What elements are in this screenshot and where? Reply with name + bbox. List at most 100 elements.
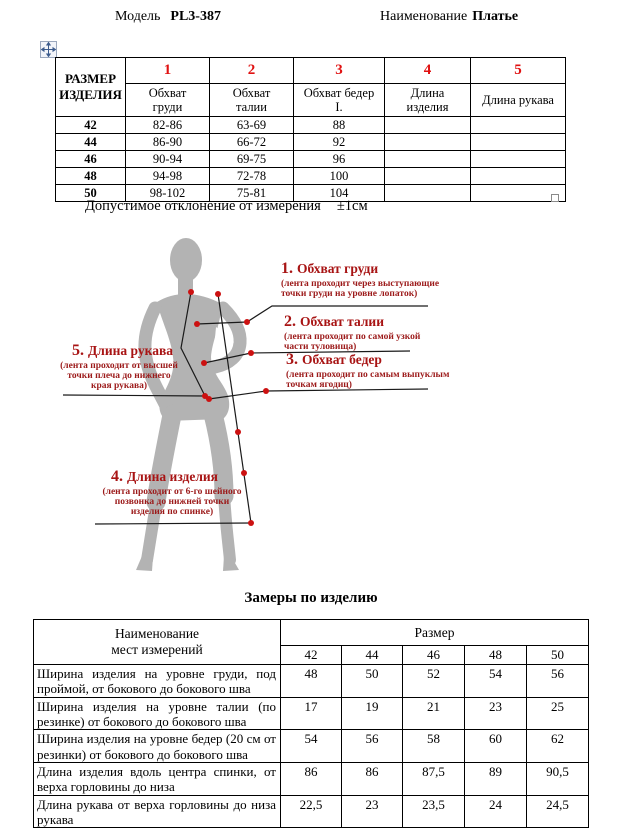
- female-silhouette: [136, 238, 247, 571]
- table-row: 42 82-86 63-69 88: [55, 116, 566, 134]
- size-table-number-row: РАЗМЕР ИЗДЕЛИЯ 1 2 3 4 5: [55, 57, 566, 117]
- annotation-title: Обхват груди: [297, 261, 379, 276]
- cell: 92: [293, 133, 385, 151]
- size-value: 44: [55, 133, 126, 151]
- table-row: 48 94-98 72-78 100: [55, 167, 566, 185]
- annotation-description: (лента проходит по самым выпуклым точкам…: [286, 370, 450, 391]
- cell: [384, 184, 471, 202]
- model-field: Модель PL3-387: [115, 9, 221, 25]
- size-table: РАЗМЕР ИЗДЕЛИЯ 1 2 3 4 5 Обхват груди Обхв…: [55, 57, 566, 202]
- cell: [470, 116, 566, 134]
- column-number: 1: [125, 57, 210, 84]
- item-name-field: Наименование Платье: [380, 9, 518, 25]
- cell: 54: [280, 729, 342, 763]
- table-row: 50 98-102 75-81 104: [55, 184, 566, 202]
- annotation-number: 5.: [72, 342, 84, 359]
- model-value: PL3-387: [170, 9, 221, 24]
- measurement-dots: [188, 289, 269, 526]
- cell: 94-98: [125, 167, 210, 185]
- annotation-description: (лента проходит от 6-го шейного позвонка…: [102, 487, 242, 518]
- measurement-name: Длина рукава от верха горловины до низа …: [33, 794, 281, 829]
- measurement-diagram: [62, 238, 429, 571]
- cell: 69-75: [209, 150, 294, 168]
- cell: 56: [526, 664, 589, 698]
- sleeve-annotation-line: [62, 394, 206, 397]
- size-header: 48: [464, 645, 527, 665]
- column-label: Обхват талии: [209, 83, 294, 117]
- move-arrows-icon: [40, 41, 57, 58]
- cell: 19: [341, 696, 403, 731]
- cell: 21: [402, 696, 465, 731]
- cell: 23,5: [402, 794, 465, 829]
- cell: 48: [280, 664, 342, 698]
- annotation-chest: 1. Обхват груди (лента проходит через выс…: [281, 260, 449, 299]
- annotation-sleeve-length: 5. Длина рукава (лента проходит от высшей…: [60, 342, 180, 391]
- table-row: Ширина изделия на уровне груди, под прой…: [33, 664, 589, 698]
- tolerance-text: Допустимое отклонение от измерения: [85, 198, 321, 214]
- hip-line: [208, 388, 429, 400]
- annotation-number: 2.: [284, 313, 296, 330]
- column-number: 5: [470, 57, 566, 84]
- measurements-table: Наименование мест измерений Размер 42 44 …: [33, 619, 589, 829]
- size-header: 42: [280, 645, 342, 665]
- tolerance-note: Допустимое отклонение от измерения ±1см: [85, 198, 368, 215]
- annotation-title: Обхват бедер: [302, 352, 382, 367]
- annotation-number: 3.: [286, 351, 298, 368]
- annotation-number: 4.: [111, 468, 123, 485]
- cell: 24,5: [526, 794, 589, 829]
- size-table-label-row: Обхват груди Обхват талии Обхват бедер I. Д…: [56, 83, 566, 117]
- table-move-handle[interactable]: [40, 41, 57, 58]
- cell: 82-86: [125, 116, 210, 134]
- length-line: [217, 293, 252, 524]
- cell: 17: [280, 696, 342, 731]
- cell: 23: [464, 696, 527, 731]
- size-value: 48: [55, 167, 126, 185]
- cell: 87,5: [402, 761, 465, 796]
- size-value: 46: [55, 150, 126, 168]
- size-value: 42: [55, 116, 126, 134]
- size-value: 50: [55, 184, 126, 202]
- cell: 86-90: [125, 133, 210, 151]
- cell: 90-94: [125, 150, 210, 168]
- measurement-name: Ширина изделия на уровне талии (по резин…: [33, 696, 281, 731]
- cell: [384, 116, 471, 134]
- annotation-title: Длина рукава: [88, 343, 173, 358]
- cell: 100: [293, 167, 385, 185]
- table-row: Ширина изделия на уровне талии (по резин…: [33, 696, 589, 731]
- column-label: Длина рукава: [470, 83, 566, 117]
- item-name-value: Платье: [472, 9, 519, 24]
- measurement-name: Длина изделия вдоль центра спинки, от ве…: [33, 761, 281, 796]
- column-number: 3: [293, 57, 385, 84]
- annotation-description: (лента проходит от высшей точки плеча до…: [60, 361, 178, 392]
- cell: 66-72: [209, 133, 294, 151]
- tolerance-value: ±1см: [336, 198, 368, 214]
- cell: 24: [464, 794, 527, 829]
- cell: [470, 133, 566, 151]
- cell: 72-78: [209, 167, 294, 185]
- annotation-title: Обхват талии: [300, 314, 384, 329]
- annotation-description: (лента проходит через выступающие точки …: [281, 279, 440, 300]
- cell: 23: [341, 794, 403, 829]
- cell: 56: [341, 729, 403, 763]
- cell: [470, 167, 566, 185]
- cell: 104: [293, 184, 385, 202]
- cell: 89: [464, 761, 527, 796]
- annotation-item-length: 4. Длина изделия (лента проходит от 6-го …: [93, 468, 251, 517]
- cell: 54: [464, 664, 527, 698]
- column-number: 4: [384, 57, 471, 84]
- sizes-row: 42 44 46 48 50: [34, 645, 589, 665]
- annotation-description: (лента проходит по самой узкой части тул…: [284, 332, 421, 353]
- cell: [384, 133, 471, 151]
- cell: [470, 150, 566, 168]
- annotation-waist: 2. Обхват талии (лента проходит по самой …: [284, 313, 436, 352]
- annotation-hips: 3. Обхват бедер (лента проходит по самым …: [286, 351, 456, 390]
- annotation-title: Длина изделия: [127, 469, 218, 484]
- name-column-header: Наименование мест измерений: [33, 619, 281, 665]
- cell: 75-81: [209, 184, 294, 202]
- cell: 90,5: [526, 761, 589, 796]
- measurement-name: Ширина изделия на уровне груди, под прой…: [33, 664, 281, 698]
- size-group-header: Размер: [280, 619, 589, 646]
- cell: 63-69: [209, 116, 294, 134]
- cell: 58: [402, 729, 465, 763]
